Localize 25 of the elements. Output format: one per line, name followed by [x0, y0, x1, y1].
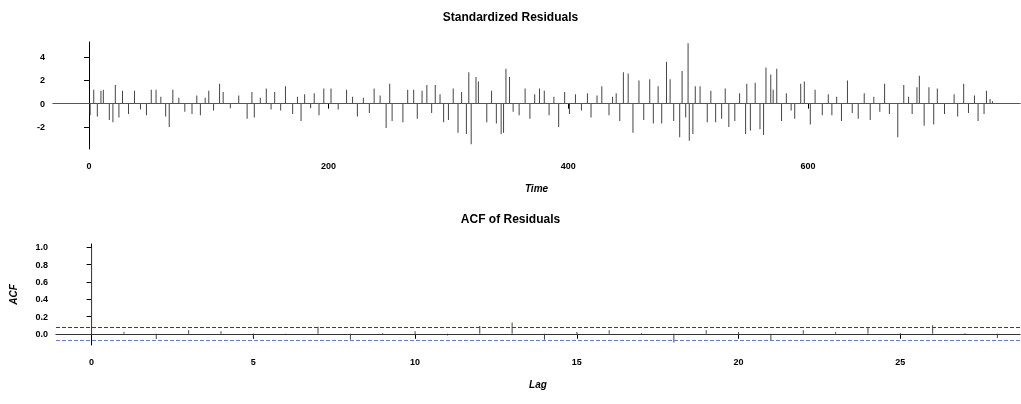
y-tick-label: 0.2 [35, 311, 48, 322]
x-tick-label: 20 [733, 356, 744, 367]
x-axis-title: Lag [529, 378, 547, 390]
x-tick-label: 5 [250, 356, 256, 367]
y-tick-label: 0 [39, 98, 45, 109]
y-tick-label: 1.0 [35, 242, 48, 253]
chart-title: Standardized Residuals [442, 10, 579, 24]
x-tick-label: 25 [895, 356, 906, 367]
x-tick-label: 0 [86, 160, 92, 171]
chart-title: ACF of Residuals [460, 212, 561, 226]
y-axis-title: ACF [7, 283, 19, 306]
x-tick-label: 0 [89, 356, 95, 367]
y-tick-label: 0.8 [35, 259, 48, 270]
x-tick-label: 200 [321, 160, 337, 171]
x-tick-label: 10 [410, 356, 421, 367]
x-tick-label: 15 [571, 356, 582, 367]
x-tick-label: 400 [560, 160, 576, 171]
y-tick-label: 0.0 [35, 328, 48, 339]
y-tick-label: 4 [39, 52, 45, 63]
y-tick-label: 2 [39, 75, 45, 86]
y-tick-label: 0.4 [35, 294, 48, 305]
x-tick-label: 600 [800, 160, 816, 171]
x-axis-title: Time [524, 182, 549, 194]
y-tick-label: 0.6 [35, 276, 48, 287]
y-tick-label: -2 [36, 121, 45, 132]
